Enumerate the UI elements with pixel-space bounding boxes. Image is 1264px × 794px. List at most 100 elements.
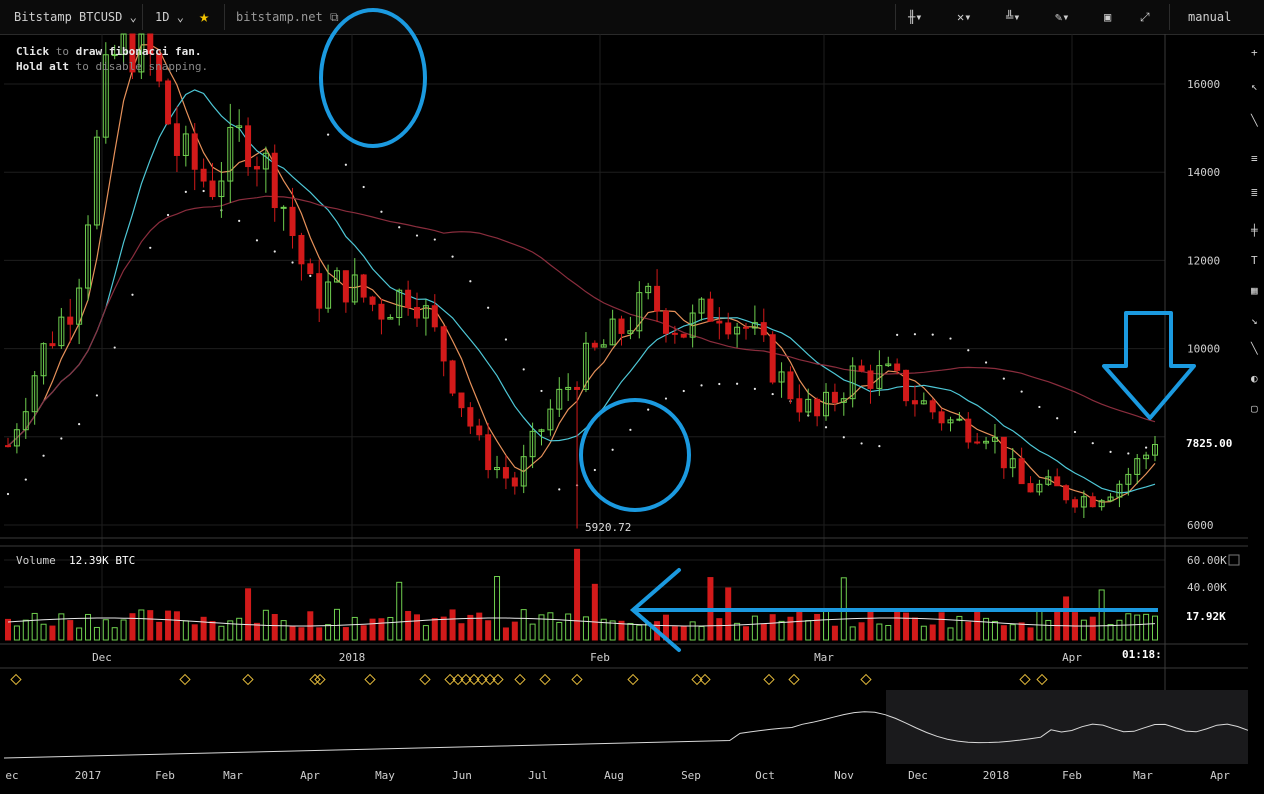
candle-body	[253, 166, 260, 170]
sar-dot	[1091, 442, 1094, 445]
candle-body	[342, 270, 349, 303]
event-marker	[539, 673, 551, 686]
candle-body	[591, 342, 598, 348]
candle-body	[760, 322, 767, 336]
star-icon[interactable]: ★	[199, 7, 210, 27]
indicators-button[interactable]: ✕▾	[957, 0, 971, 34]
navigator-tick-label: Oct	[755, 769, 775, 782]
volume-bar	[520, 609, 527, 641]
sar-dot	[931, 333, 934, 336]
volume-bar	[458, 623, 465, 641]
candle-body	[689, 312, 696, 338]
volume-bar	[1000, 625, 1007, 641]
fib-tool-icon[interactable]: ≣	[1251, 186, 1258, 199]
plus-icon[interactable]: +	[1251, 46, 1258, 59]
cursor-icon[interactable]: ↖	[1251, 80, 1258, 93]
draw-button[interactable]: ✎▾	[1055, 0, 1069, 34]
volume-bar	[1018, 622, 1025, 641]
volume-bar	[280, 620, 287, 641]
candle-body	[111, 54, 118, 57]
sar-dot	[1145, 446, 1148, 449]
sar-dot	[522, 368, 525, 371]
measure-tool-icon[interactable]: ▦	[1251, 284, 1258, 297]
sar-dot	[949, 337, 952, 340]
brush-tool-icon[interactable]: ╲	[1251, 342, 1258, 355]
pencil-icon: ✎▾	[1055, 10, 1070, 24]
candle-body	[556, 388, 563, 410]
navigator: ec 2017 Feb Mar Apr May Jun Jul Aug Sep Oct Nov Dec 2…	[3, 690, 1249, 782]
volume-bar	[636, 624, 643, 641]
event-marker	[460, 673, 472, 686]
candle-body	[831, 391, 838, 403]
screenshot-button[interactable]: ▣	[1104, 0, 1111, 34]
site-link[interactable]: bitstamp.net ⧉	[236, 0, 339, 34]
candle-body	[654, 285, 661, 312]
volume-bar	[1134, 614, 1141, 641]
candle-body	[876, 365, 883, 389]
volume-bar	[1116, 619, 1123, 641]
interval-selector[interactable]: 1D ⌄	[155, 0, 184, 34]
trash-icon[interactable]: ▢	[1251, 402, 1258, 415]
line-tool-icon[interactable]: ╲	[1251, 114, 1258, 127]
candle-body	[1089, 496, 1096, 508]
volume-bar	[680, 625, 687, 641]
gann-tool-icon[interactable]: ╪	[1251, 224, 1258, 237]
volume-bar	[289, 625, 296, 641]
candle-body	[351, 274, 358, 303]
sar-dot	[415, 234, 419, 237]
event-marker	[314, 673, 326, 686]
low-price-label: 5920.72	[585, 521, 632, 534]
moving-average-line	[7, 44, 1156, 503]
candle-body	[245, 125, 252, 168]
divider	[895, 4, 896, 30]
divider	[1169, 4, 1170, 30]
candle-body	[307, 263, 314, 275]
candle-body	[227, 126, 234, 182]
candle-body	[31, 375, 38, 413]
volume-tick-label: 60.00K	[1187, 554, 1227, 567]
mode-toggle[interactable]: manual	[1188, 0, 1231, 34]
candle-body	[405, 289, 412, 309]
candle-body	[1009, 458, 1016, 469]
sar-dot	[60, 437, 63, 440]
sar-dot	[24, 478, 27, 481]
magnet-icon[interactable]: ◐	[1251, 372, 1258, 385]
candle-body	[85, 224, 92, 289]
candle-body	[716, 320, 723, 324]
fullscreen-button[interactable]: ⤢	[1140, 0, 1150, 34]
volume-bar	[858, 622, 865, 641]
candle-body	[627, 330, 634, 334]
volume-bar	[689, 621, 696, 641]
volume-bar	[929, 624, 936, 641]
moving-averages	[7, 44, 1156, 503]
candle-body	[449, 360, 456, 394]
text-tool-icon[interactable]: T	[1251, 254, 1258, 267]
candle-body	[422, 305, 429, 319]
volume-bar	[325, 624, 332, 641]
volume-bar	[298, 627, 305, 641]
candle-body	[485, 434, 492, 471]
candle-body	[582, 342, 589, 390]
arrow-tool-icon[interactable]: ↘	[1251, 314, 1258, 327]
bar-type-button[interactable]: ╫▾	[908, 0, 922, 34]
event-marker	[860, 673, 872, 686]
event-marker	[468, 673, 480, 686]
volume-bar	[983, 617, 990, 641]
candle-body	[1080, 496, 1087, 508]
indicators-icon: ✕▾	[957, 10, 972, 24]
symbol-label: Bitstamp BTCUSD	[14, 10, 123, 24]
volume-bar	[671, 626, 678, 641]
chart-grid	[4, 34, 1165, 640]
sar-dot	[1109, 450, 1112, 454]
navigator-tick-label: Jun	[452, 769, 472, 782]
candle-body	[520, 456, 527, 487]
symbol-selector[interactable]: Bitstamp BTCUSD ⌄	[14, 0, 137, 34]
sar-dot	[1020, 390, 1023, 393]
chevron-down-icon: ⌄	[129, 10, 137, 24]
volume-bar	[467, 614, 474, 641]
candle-body	[636, 292, 643, 332]
compare-button[interactable]: ╩▾	[1006, 0, 1020, 34]
volume-bar	[422, 625, 429, 641]
channel-tool-icon[interactable]: ≡	[1251, 152, 1258, 165]
